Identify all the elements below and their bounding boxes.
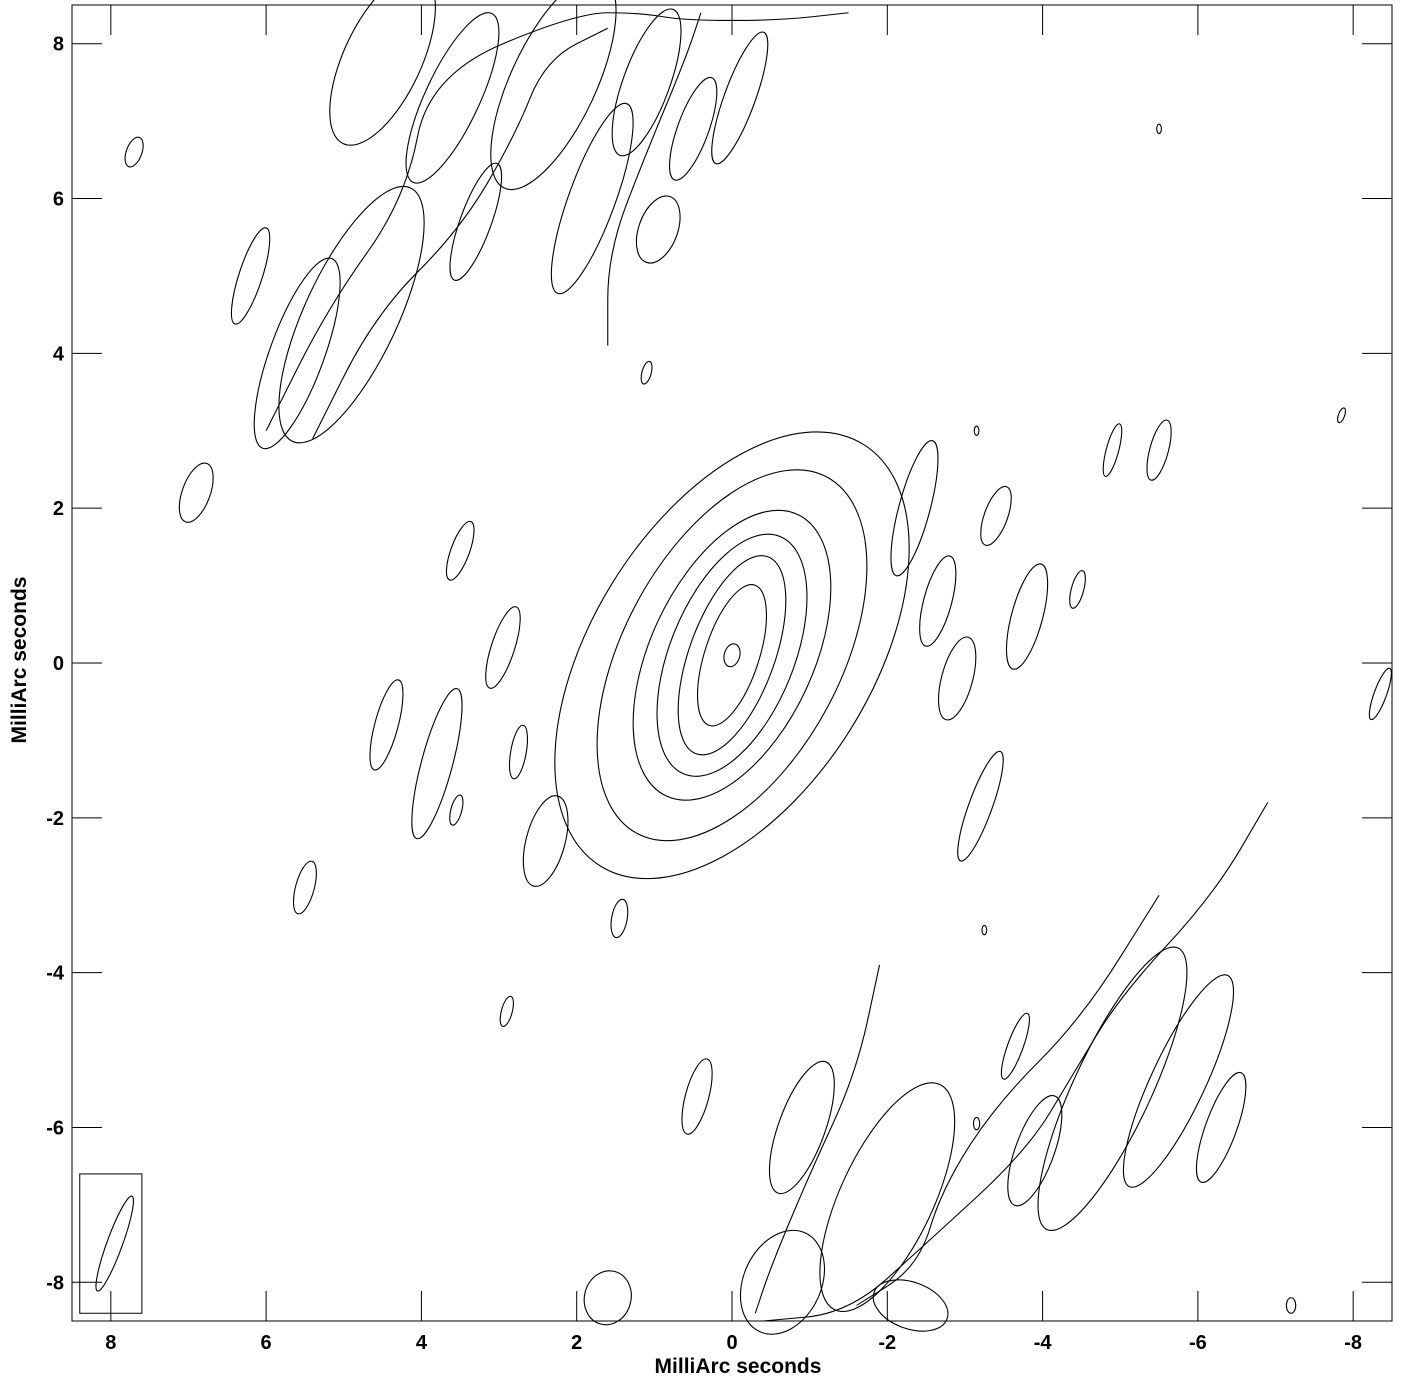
y-tick-label: 2 [53,498,64,520]
noise-contour [1000,1012,1030,1080]
noise-contour [499,995,514,1027]
sidelobe-contour [855,894,1160,1306]
source-contour [677,555,787,756]
noise-contour [1285,1297,1297,1314]
x-tick-label: -6 [1189,1332,1207,1354]
noise-contour [405,12,500,184]
noise-contour [230,227,271,325]
sidelobe-contour [607,12,702,346]
y-tick-label: 0 [53,653,64,675]
noise-contour [178,462,214,523]
noise-contour [668,76,718,181]
noise-contour [957,750,1004,862]
y-tick-label: 6 [53,189,64,211]
y-axis-label: MilliArc seconds [8,577,31,744]
x-tick-label: 0 [726,1332,737,1354]
noise-contour [449,794,464,826]
noise-contour [1146,419,1172,481]
contour-layer [124,0,1392,1335]
x-axis-label: MilliArc seconds [655,1355,822,1378]
sidelobe-contour [763,802,1269,1322]
plot-frame [71,4,1393,1322]
y-tick-label: 8 [53,34,64,56]
noise-contour [1337,407,1347,424]
x-tick-label: -2 [878,1332,896,1354]
beam-ellipse [95,1195,134,1292]
noise-contour [1122,974,1235,1188]
noise-contour [611,8,682,157]
noise-contour [329,0,436,146]
noise-contour [640,360,653,385]
noise-contour [550,102,634,295]
x-tick-label: -4 [1034,1332,1053,1354]
noise-contour [1368,667,1392,721]
x-tick-label: 4 [416,1332,428,1354]
noise-contour [1037,946,1188,1232]
noise-contour [1005,563,1049,670]
noise-contour [972,1116,981,1131]
noise-contour [919,555,957,647]
noise-contour [490,0,617,191]
noise-contour [610,898,629,939]
noise-contour [973,425,980,436]
source-contour [632,509,832,801]
noise-contour [1102,423,1123,477]
noise-contour [981,924,988,936]
source-contour [656,533,808,777]
noise-contour [872,1279,949,1332]
noise-contour [739,1229,826,1335]
sidelobe-contour [265,12,849,432]
y-tick-label: -8 [46,1272,64,1294]
tick-marks [72,5,1392,1321]
noise-contour [278,185,425,444]
noise-contour [819,1082,956,1312]
noise-contour [253,257,341,450]
noise-contour [583,1270,632,1326]
noise-contour [445,520,475,581]
sidelobe-contour [754,964,881,1314]
noise-contour [711,31,769,165]
noise-contour [369,679,404,771]
y-tick-label: -6 [46,1117,64,1139]
noise-contour [980,485,1012,546]
y-tick-label: -2 [46,808,64,830]
noise-contour [124,136,144,168]
noise-contour [1069,570,1086,609]
noise-contour [411,687,463,840]
sidelobe-contour [312,27,609,439]
y-tick-label: -4 [46,963,65,985]
noise-contour [485,606,521,689]
noise-contour [292,860,317,915]
noise-contour [1195,1071,1247,1184]
source-contour [596,469,868,842]
x-tick-label: 8 [105,1332,116,1354]
noise-contour [635,195,681,264]
x-tick-label: 2 [571,1332,582,1354]
noise-contour [890,440,939,577]
noise-contour [937,636,977,721]
x-tick-label: 6 [261,1332,272,1354]
noise-contour [768,1060,835,1195]
noise-contour [522,795,569,887]
noise-contour [1156,123,1162,135]
noise-contour [1007,1095,1063,1207]
y-tick-label: 4 [53,343,65,365]
source-contour [554,431,910,880]
source-contour [723,643,741,668]
x-tick-labels: 8 6 4 2 0 -2 -4 -6 -8 [105,1332,1362,1354]
noise-contour [681,1058,713,1135]
y-tick-labels: 8 6 4 2 0 -2 -4 -6 -8 [46,34,65,1295]
x-tick-label: -8 [1344,1332,1362,1354]
noise-contour [508,724,529,780]
source-contour [696,584,768,727]
noise-contour [449,162,503,281]
